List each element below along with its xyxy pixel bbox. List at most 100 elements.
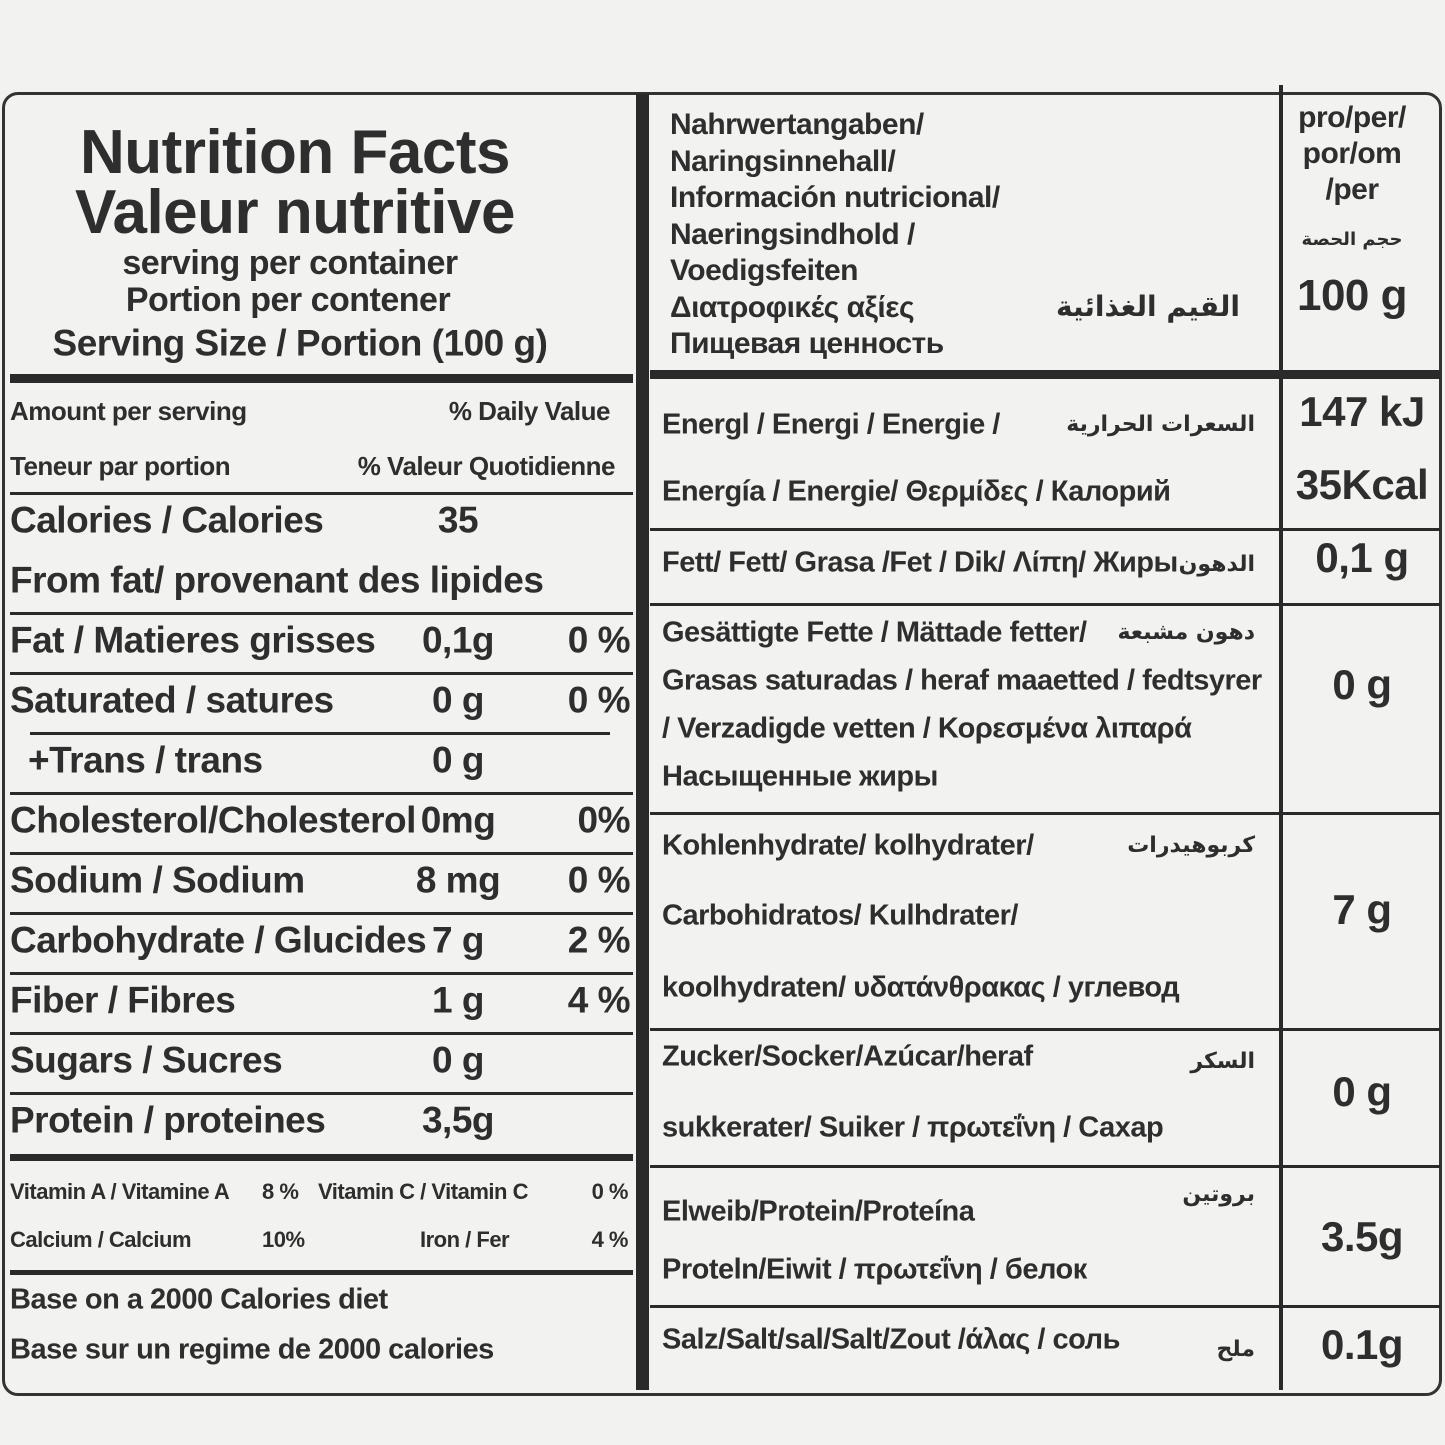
heading: Пищевая ценность bbox=[670, 327, 944, 360]
rule bbox=[10, 792, 633, 795]
row-label: koolhydraten/ υδατάνθρακας / углевод bbox=[662, 971, 1180, 1004]
heading: Διατροφικές αξίες bbox=[670, 290, 915, 324]
row-arabic: بروتين bbox=[1182, 1182, 1255, 1207]
rule bbox=[10, 972, 633, 975]
heading: Naringsinnehall/ bbox=[670, 144, 896, 178]
rule bbox=[650, 1165, 1440, 1168]
per: por/om bbox=[1302, 137, 1402, 170]
heading: Nahrwertangaben/ bbox=[670, 108, 924, 141]
vitamin: Calcium / Calcium bbox=[10, 1227, 192, 1252]
row-label: Salz/Salt/sal/Salt/Zout /άλας / соль bbox=[662, 1323, 1120, 1356]
row-label: +Trans / trans bbox=[28, 739, 263, 781]
row-arabic: كربوهيدرات bbox=[1127, 833, 1255, 858]
row-label: Protein / proteines bbox=[10, 1099, 326, 1141]
rule bbox=[650, 1028, 1440, 1031]
row-label: Sodium / Sodium bbox=[10, 859, 305, 901]
row-value: 0,1 g bbox=[1315, 534, 1409, 581]
heading: Voedigsfeiten bbox=[670, 254, 858, 287]
daily-value: 2 % bbox=[567, 919, 631, 961]
row-value: 0 g bbox=[1332, 1068, 1392, 1115]
footer: Base sur un regime de 2000 calories bbox=[10, 1333, 494, 1366]
vitamin: Iron / Fer bbox=[420, 1227, 510, 1252]
rule bbox=[10, 1092, 633, 1095]
rule bbox=[10, 1032, 633, 1035]
per-arabic: حجم الحصة bbox=[1301, 229, 1403, 250]
row-label: Sugars / Sucres bbox=[10, 1039, 283, 1081]
vitamin-value: 0 % bbox=[591, 1179, 629, 1204]
rule bbox=[10, 492, 633, 495]
daily-value: 4 % bbox=[567, 979, 631, 1021]
row-label: Fett/ Fett/ Grasa /Fet / Dik/ Λίπη/ Жиры bbox=[662, 546, 1178, 579]
rule bbox=[650, 603, 1440, 606]
row-arabic: السكر bbox=[1190, 1049, 1255, 1074]
row-arabic: الدهون bbox=[1178, 552, 1256, 577]
row-label: Насыщенные жиры bbox=[662, 760, 938, 793]
row-arabic: السعرات الحرارية bbox=[1066, 412, 1255, 437]
per: /per bbox=[1325, 173, 1379, 206]
divider bbox=[636, 94, 649, 1390]
rule bbox=[650, 812, 1440, 815]
rule bbox=[10, 672, 633, 675]
header: % Daily Value bbox=[448, 396, 611, 426]
daily-value: 0 % bbox=[567, 859, 631, 901]
row-arabic: ملح bbox=[1216, 1337, 1256, 1362]
header: Teneur par portion bbox=[10, 451, 231, 481]
subtitle: Portion per contener bbox=[125, 281, 451, 319]
row-label: From fat/ provenant des lipides bbox=[10, 559, 544, 601]
vitamin-value: 4 % bbox=[591, 1227, 629, 1252]
vitamin: Vitamin A / Vitamine A bbox=[10, 1179, 230, 1204]
row-label: Carbohydrate / Glucides bbox=[10, 919, 427, 961]
amount: 0 g bbox=[432, 679, 484, 721]
row-label: Carbohidratos/ Kulhdrater/ bbox=[662, 899, 1019, 932]
row-label: Fat / Matieres grisses bbox=[10, 619, 376, 661]
row-label: sukkerater/ Suiker / πρωτεΐνη / Сахар bbox=[662, 1111, 1164, 1144]
row-label: Energl / Energi / Energie / bbox=[662, 408, 1000, 441]
row-label: Saturated / satures bbox=[10, 679, 334, 721]
rule bbox=[10, 1154, 633, 1161]
row-label: / Verzadigde vetten / Κορεσμένα λιπαρά bbox=[662, 712, 1192, 745]
heading: Información nutricional/ bbox=[670, 181, 1000, 214]
label-frame bbox=[2, 92, 1442, 1396]
heading: Naeringsindhold / bbox=[670, 217, 915, 251]
daily-value: 0 % bbox=[567, 679, 631, 721]
daily-value: 0 % bbox=[567, 619, 631, 661]
amount: 1 g bbox=[432, 979, 484, 1021]
amount: 0mg bbox=[420, 799, 496, 841]
row-label: Energía / Energie/ Θερμίδες / Калорий bbox=[662, 475, 1171, 508]
row-value: 35Kcal bbox=[1295, 461, 1429, 508]
vitamin-value: 8 % bbox=[262, 1179, 299, 1204]
row-value: 0 g bbox=[1332, 661, 1392, 708]
amount: 8 mg bbox=[415, 859, 501, 901]
amount: 0 g bbox=[432, 739, 484, 781]
amount: 35 bbox=[437, 499, 479, 541]
rule bbox=[10, 612, 633, 615]
row-label: Cholesterol/Cholesterol bbox=[10, 799, 416, 841]
row-value: 3.5g bbox=[1320, 1213, 1404, 1260]
subtitle: serving per container bbox=[122, 244, 458, 282]
amount: 3,5g bbox=[421, 1099, 495, 1141]
row-label: Kohlenhydrate/ kolhydrater/ bbox=[662, 829, 1034, 862]
rule bbox=[10, 912, 633, 915]
title: Valeur nutritive bbox=[75, 178, 515, 247]
row-label: Grasas saturadas / heraf maaetted / fedt… bbox=[662, 664, 1262, 697]
amount: 0,1g bbox=[421, 619, 495, 661]
rule bbox=[30, 732, 610, 735]
row-label: Gesättigte Fette / Mättade fetter/ bbox=[662, 616, 1087, 649]
rule bbox=[10, 374, 633, 383]
row-label: Calories / Calories bbox=[10, 499, 324, 541]
vitamin: Vitamin C / Vitamin C bbox=[318, 1179, 528, 1204]
row-label: Elweib/Protein/Proteína bbox=[662, 1195, 975, 1228]
rule bbox=[10, 1270, 633, 1275]
rule bbox=[650, 528, 1440, 531]
amount: 0 g bbox=[432, 1039, 484, 1081]
vitamin-value: 10% bbox=[262, 1227, 305, 1252]
rule bbox=[650, 1305, 1440, 1308]
row-label: Zucker/Socker/Azúcar/heraf bbox=[662, 1040, 1033, 1073]
title: Nutrition Facts bbox=[80, 118, 510, 187]
daily-value: 0% bbox=[577, 799, 631, 841]
heading-arabic: القيم الغذائية bbox=[1055, 290, 1241, 323]
per-value: 100 g bbox=[1296, 271, 1408, 320]
header: Amount per serving bbox=[10, 396, 247, 426]
row-value: 0.1g bbox=[1320, 1321, 1404, 1368]
row-arabic: دهون مشبعة bbox=[1117, 620, 1255, 645]
